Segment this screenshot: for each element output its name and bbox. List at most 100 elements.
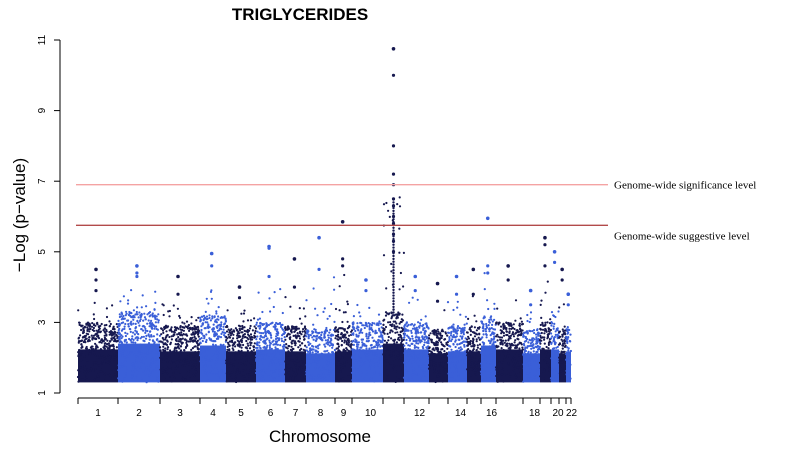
snp-point bbox=[387, 321, 390, 324]
snp-point bbox=[314, 358, 317, 361]
snp-point bbox=[483, 288, 486, 291]
snp-point bbox=[144, 337, 148, 340]
snp-point bbox=[493, 337, 496, 340]
snp-point bbox=[528, 320, 531, 324]
snp-point bbox=[272, 372, 276, 375]
snp-point bbox=[396, 203, 399, 206]
snp-point bbox=[428, 355, 431, 358]
snp-point bbox=[284, 296, 287, 299]
snp-point bbox=[488, 320, 491, 323]
snp-point bbox=[351, 379, 354, 382]
snp-point bbox=[249, 336, 252, 339]
snp-point bbox=[408, 301, 411, 304]
snp-point bbox=[347, 352, 350, 355]
snp-point bbox=[553, 347, 556, 350]
snp-point bbox=[369, 344, 372, 347]
chromosome-2-points bbox=[117, 264, 161, 384]
snp-point bbox=[154, 368, 157, 371]
snp-point bbox=[191, 336, 194, 339]
snp-point bbox=[205, 362, 208, 365]
snp-point bbox=[80, 371, 83, 374]
snp-point bbox=[231, 371, 234, 374]
snp-point bbox=[276, 331, 279, 334]
snp-point bbox=[402, 285, 405, 288]
snp-point bbox=[448, 336, 451, 339]
snp-point bbox=[319, 376, 322, 379]
snp-point bbox=[522, 367, 526, 370]
snp-point bbox=[513, 366, 517, 369]
snp-point bbox=[153, 346, 156, 349]
x-tick-label: 6 bbox=[268, 408, 274, 419]
snp-point bbox=[349, 345, 352, 349]
top-snp-point bbox=[553, 260, 557, 264]
snp-point bbox=[567, 362, 570, 365]
snp-point bbox=[178, 316, 182, 319]
snp-point bbox=[238, 345, 241, 348]
snp-point bbox=[342, 364, 345, 367]
snp-point bbox=[204, 310, 207, 313]
snp-point bbox=[118, 313, 121, 316]
snp-point bbox=[524, 352, 527, 356]
snp-point bbox=[272, 370, 275, 373]
snp-point bbox=[420, 318, 423, 321]
snp-point bbox=[222, 363, 225, 367]
snp-point bbox=[92, 369, 95, 372]
snp-point bbox=[529, 351, 532, 354]
snp-point bbox=[96, 358, 99, 361]
snp-point bbox=[294, 351, 297, 354]
snp-point bbox=[395, 328, 398, 331]
snp-point bbox=[477, 327, 480, 330]
snp-point bbox=[347, 344, 350, 347]
snp-point bbox=[423, 371, 426, 374]
snp-point bbox=[501, 370, 504, 373]
snp-point bbox=[352, 333, 355, 336]
snp-point bbox=[398, 377, 402, 380]
snp-point bbox=[228, 354, 231, 357]
snp-point bbox=[383, 332, 386, 335]
snp-point bbox=[185, 357, 188, 360]
snp-point bbox=[284, 326, 287, 329]
snp-point bbox=[522, 380, 525, 383]
snp-point bbox=[151, 358, 154, 361]
snp-point bbox=[107, 358, 111, 361]
snp-point bbox=[212, 340, 215, 343]
snp-point bbox=[190, 322, 193, 325]
snp-point bbox=[437, 348, 440, 351]
snp-point bbox=[135, 310, 138, 314]
snp-point bbox=[312, 287, 315, 290]
snp-point bbox=[513, 363, 516, 366]
snp-point bbox=[94, 333, 97, 336]
snp-point bbox=[122, 364, 126, 367]
snp-point bbox=[395, 341, 398, 344]
snp-point bbox=[190, 366, 194, 369]
snp-point bbox=[450, 326, 453, 329]
snp-point bbox=[417, 339, 420, 342]
snp-point bbox=[507, 362, 510, 365]
snp-point bbox=[156, 347, 160, 350]
snp-point bbox=[378, 327, 381, 330]
snp-point bbox=[440, 336, 443, 340]
snp-point bbox=[394, 350, 397, 353]
snp-point bbox=[503, 359, 506, 362]
snp-point bbox=[174, 343, 177, 346]
snp-point bbox=[368, 351, 371, 354]
snp-point bbox=[461, 358, 464, 362]
snp-point bbox=[233, 342, 236, 346]
snp-point bbox=[173, 329, 176, 332]
snp-point bbox=[259, 352, 262, 355]
snp-point bbox=[207, 379, 210, 382]
snp-point bbox=[148, 335, 151, 338]
snp-point bbox=[190, 356, 193, 359]
snp-point bbox=[257, 325, 260, 328]
chromosome-1-points bbox=[76, 267, 119, 383]
snp-point bbox=[208, 316, 211, 320]
peak-snp-point bbox=[435, 281, 440, 286]
snp-point bbox=[303, 353, 306, 356]
snp-point bbox=[382, 203, 386, 206]
snp-point bbox=[529, 330, 532, 333]
snp-point bbox=[189, 354, 192, 357]
snp-point bbox=[149, 365, 152, 368]
snp-point bbox=[98, 337, 101, 340]
snp-point bbox=[472, 349, 475, 352]
snp-point bbox=[208, 314, 211, 317]
